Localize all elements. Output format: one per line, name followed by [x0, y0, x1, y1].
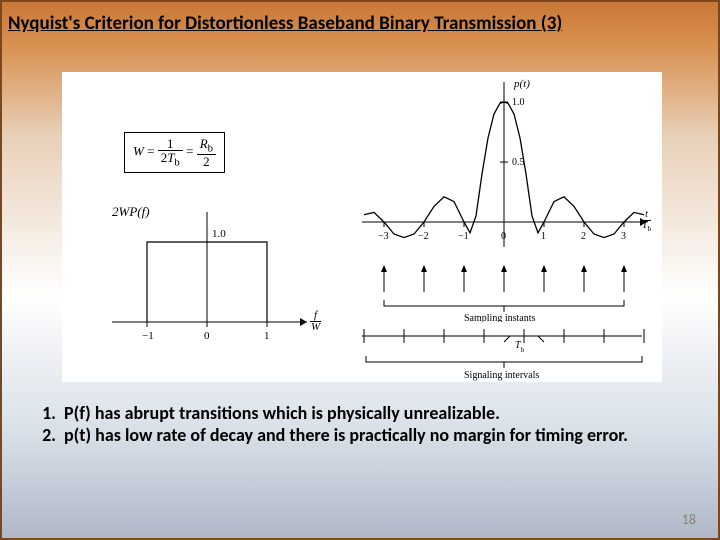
sinc-plot: 1.0 0.5 −3 −2 −1 0 1 2 3 p(t): [352, 72, 662, 262]
svg-text:p(t): p(t): [513, 78, 530, 90]
svg-text:1: 1: [541, 231, 546, 242]
bullet-2: 2. p(t) has low rate of decay and there …: [36, 424, 684, 446]
svg-text:−3: −3: [378, 231, 389, 242]
bullet-list: 1. P(f) has abrupt transitions which is …: [36, 402, 684, 446]
svg-text:0: 0: [501, 231, 506, 242]
signaling-label: Signaling intervals: [464, 370, 539, 381]
svg-text:0: 0: [204, 330, 210, 342]
slide-title: Nyquist's Criterion for Distortionless B…: [8, 12, 712, 35]
spectrum-x-label: f W: [310, 310, 321, 333]
signaling-intervals: Tb Signaling intervals: [352, 324, 662, 382]
svg-text:Tb: Tb: [515, 340, 525, 354]
svg-text:−1: −1: [458, 231, 469, 242]
svg-text:2: 2: [581, 231, 586, 242]
bullet-1: 1. P(f) has abrupt transitions which is …: [36, 402, 684, 424]
page-number: 18: [682, 511, 696, 528]
sinc-x-label: t Tb: [642, 210, 651, 233]
sampling-instants: Sampling instants: [352, 262, 662, 322]
sampling-label: Sampling instants: [464, 313, 536, 322]
svg-text:1.0: 1.0: [212, 228, 226, 240]
svg-text:−2: −2: [418, 231, 429, 242]
bullet-1-text: P(f) has abrupt transitions which is phy…: [64, 402, 684, 424]
svg-text:−1: −1: [142, 330, 154, 342]
nyquist-formula: W = 1 2Tb = Rb 2: [124, 132, 225, 173]
spectrum-plot: −1 0 1 1.0: [92, 202, 322, 352]
bullet-1-num: 1.: [36, 402, 64, 424]
slide: Nyquist's Criterion for Distortionless B…: [0, 0, 720, 540]
bullet-2-text: p(t) has low rate of decay and there is …: [64, 424, 684, 446]
svg-text:0.5: 0.5: [512, 157, 525, 168]
svg-text:1: 1: [264, 330, 270, 342]
svg-text:1.0: 1.0: [512, 97, 525, 108]
svg-text:3: 3: [621, 231, 626, 242]
bullet-2-num: 2.: [36, 424, 64, 446]
figure-area: W = 1 2Tb = Rb 2 2WP(f) −1 0: [62, 72, 662, 382]
